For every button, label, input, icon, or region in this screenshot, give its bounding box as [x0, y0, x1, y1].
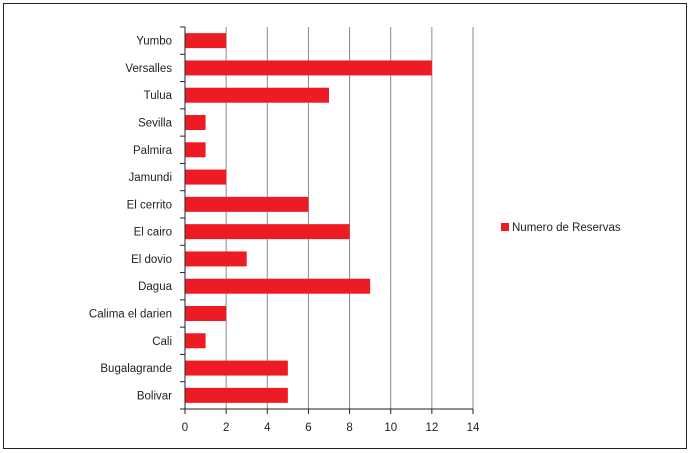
- bar-tulua: [185, 87, 329, 103]
- legend-label: Numero de Reservas: [512, 222, 621, 234]
- category-label: Calima el darien: [89, 309, 172, 321]
- legend-swatch: [501, 223, 509, 231]
- category-label: Yumbo: [136, 36, 172, 48]
- category-label: Dagua: [138, 281, 172, 293]
- legend: Numero de Reservas: [501, 222, 621, 234]
- bars: [185, 33, 432, 403]
- category-label: Tulua: [144, 90, 173, 102]
- category-label: Jamundi: [129, 172, 172, 184]
- category-label: El cerrito: [127, 199, 172, 211]
- bar-el-cerrito: [185, 196, 309, 212]
- bar-el-cairo: [185, 224, 350, 240]
- x-tick-label: 6: [305, 422, 311, 434]
- category-label: El dovio: [131, 254, 172, 266]
- category-label: Bugalagrande: [100, 363, 172, 375]
- category-label: Palmira: [133, 145, 173, 157]
- bar-sevilla: [185, 115, 206, 130]
- x-tick-label: 0: [182, 422, 188, 434]
- category-label: El cairo: [134, 227, 172, 239]
- x-tick-label: 14: [467, 422, 480, 434]
- bar-jamundi: [185, 169, 227, 185]
- bar-calima-el-darien: [185, 306, 227, 321]
- axes: [180, 26, 474, 414]
- bar-el-dovio: [185, 251, 247, 267]
- bar-versalles: [185, 60, 432, 76]
- category-label: Cali: [152, 336, 172, 348]
- category-label: Bolivar: [137, 390, 172, 402]
- bar-yumbo: [185, 33, 227, 49]
- x-tick-label: 2: [223, 422, 229, 434]
- x-tick-label: 4: [264, 422, 271, 434]
- category-label: Sevilla: [138, 118, 172, 130]
- bar-cali: [185, 333, 206, 349]
- x-tick-label: 12: [425, 422, 438, 434]
- gridlines: [225, 27, 474, 409]
- category-labels: Yumbo Versalles Tulua Sevilla Palmira Jamundi…: [89, 36, 173, 403]
- category-label: Versalles: [125, 63, 172, 75]
- tick-labels: 0 2 4 6 8 10 12 14: [182, 422, 480, 434]
- bar-bugalagrande: [185, 360, 288, 376]
- bar-palmira: [185, 142, 206, 158]
- x-tick-label: 10: [384, 422, 397, 434]
- bar-bolivar: [185, 387, 288, 403]
- bar-dagua: [185, 278, 371, 294]
- x-tick-label: 8: [346, 422, 352, 434]
